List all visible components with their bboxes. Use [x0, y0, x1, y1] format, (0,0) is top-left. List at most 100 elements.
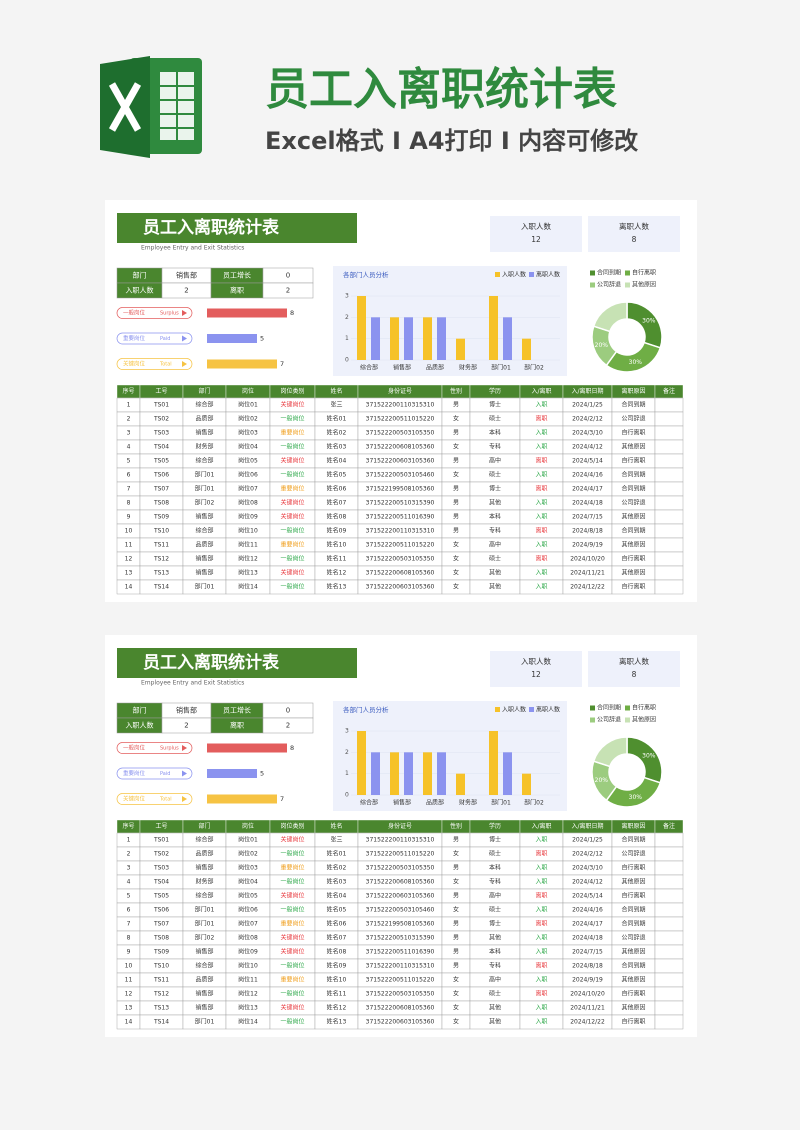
cell-text: 女: [453, 850, 459, 858]
cell-text: 岗位03: [238, 864, 258, 872]
post-pill: [116, 307, 193, 319]
cell-text: 371522200110315310: [366, 837, 435, 844]
cell-text: 7: [127, 486, 131, 493]
cell-text: 371522200511016390: [366, 514, 435, 521]
summary-text: 2: [184, 722, 188, 730]
cell-text: 博士: [489, 920, 501, 928]
cell-text: 2024/1/25: [572, 402, 603, 409]
cell-text: 男: [453, 402, 459, 409]
post-label: 关键岗位: [123, 795, 146, 803]
summary-text: 员工增长: [223, 706, 251, 715]
cell-text: 入职: [535, 472, 547, 479]
cell-text: 2024/8/18: [572, 528, 603, 535]
y-tick-label: 1: [345, 335, 349, 342]
table-cell: [654, 523, 684, 539]
post-pill: [116, 358, 193, 370]
cell-text: 高中: [489, 892, 501, 900]
cell-text: 2024/4/17: [572, 486, 603, 493]
chart-title: 各部门人员分析: [343, 270, 389, 279]
cell-text: 2024/9/19: [572, 977, 603, 984]
cell-text: 专科: [489, 878, 501, 886]
cell-text: 部门01: [195, 920, 215, 928]
kpi-box: [490, 216, 582, 252]
cell-text: 专科: [489, 527, 501, 535]
cell-text: 入职: [535, 402, 547, 409]
kpi-box: [588, 651, 680, 687]
icon-lines: [160, 72, 194, 140]
cell-text: 2024/4/18: [572, 500, 603, 507]
summary-text: 0: [286, 707, 290, 715]
header-text: 身份证号: [388, 822, 412, 830]
cell-text: 14: [125, 584, 133, 591]
summary-text: 2: [286, 287, 290, 295]
cell-text: 岗位08: [238, 499, 258, 507]
cell-text: 销售部: [195, 1004, 213, 1012]
cell-text: 重要岗位: [280, 920, 304, 928]
cell-text: 离职: [535, 920, 547, 928]
cell-text: 一般岗位: [280, 990, 304, 998]
table-cell: [654, 425, 684, 441]
cell-text: 女: [453, 555, 459, 563]
cell-text: 入职: [535, 837, 547, 844]
post-tag: Paid: [160, 336, 170, 342]
cell-text: 入职: [535, 977, 547, 984]
cell-text: 14: [125, 1019, 133, 1026]
bar: [522, 773, 531, 795]
cell-text: 3: [127, 865, 131, 872]
cell-text: 13: [125, 570, 133, 577]
bar: [423, 752, 432, 795]
cell-text: 371522200503105460: [366, 907, 435, 914]
x-tick-label: 部门01: [491, 799, 511, 807]
post-label: 一般岗位: [123, 744, 146, 752]
cell-text: 其他原因: [621, 948, 645, 956]
cell-text: 一般岗位: [280, 1018, 304, 1026]
cell-text: 重要岗位: [280, 485, 304, 493]
cell-text: 女: [453, 906, 459, 914]
cell-text: 男: [453, 893, 459, 900]
cell-text: 姓名02: [327, 864, 347, 872]
cell-text: TS07: [153, 486, 169, 493]
cell-text: 离职: [535, 962, 547, 970]
cell-text: 硕士: [489, 850, 501, 858]
cell-text: 姓名01: [327, 415, 347, 423]
cell-text: 综合部: [195, 892, 213, 900]
title-bar: [117, 648, 357, 678]
table-cell: [654, 888, 684, 904]
cell-text: 男: [453, 500, 459, 507]
cell-text: TS01: [153, 837, 169, 844]
cell-text: 其他: [489, 1004, 501, 1012]
header-text: 工号: [155, 388, 167, 395]
table-cell: [654, 453, 684, 469]
post-value: 5: [260, 335, 264, 343]
table-cell: [654, 439, 684, 455]
cell-text: 姓名06: [327, 920, 347, 928]
cell-text: 入职: [535, 949, 547, 956]
cell-text: 一般岗位: [280, 415, 304, 423]
y-tick-label: 0: [345, 357, 349, 364]
cell-text: 8: [127, 935, 131, 942]
cell-text: 姓名05: [327, 471, 347, 479]
header-text: 性别: [450, 822, 462, 830]
cell-text: 姓名07: [327, 934, 347, 942]
table-cell: [654, 1014, 684, 1030]
cell-text: 一般岗位: [280, 850, 304, 858]
cell-text: 岗位03: [238, 429, 258, 437]
cell-text: 2024/4/16: [572, 472, 603, 479]
table-cell: [654, 537, 684, 553]
cell-text: 2024/5/14: [572, 458, 603, 465]
table-cell: [654, 958, 684, 974]
cell-text: 公司辞退: [621, 850, 645, 858]
cell-text: 张三: [330, 836, 342, 844]
cell-text: 9: [127, 514, 131, 521]
table-cell: [654, 411, 684, 427]
sheet-subtitle: Employee Entry and Exit Statistics: [141, 245, 244, 252]
table-cell: [654, 902, 684, 918]
chart-title: 各部门人员分析: [343, 705, 389, 714]
cell-text: TS03: [153, 865, 169, 872]
legend-swatch: [590, 282, 595, 288]
cell-text: 离职: [535, 555, 547, 563]
post-bar: [207, 769, 257, 778]
cell-text: 姓名08: [327, 513, 347, 521]
bar: [437, 317, 446, 360]
legend-swatch: [495, 272, 500, 277]
